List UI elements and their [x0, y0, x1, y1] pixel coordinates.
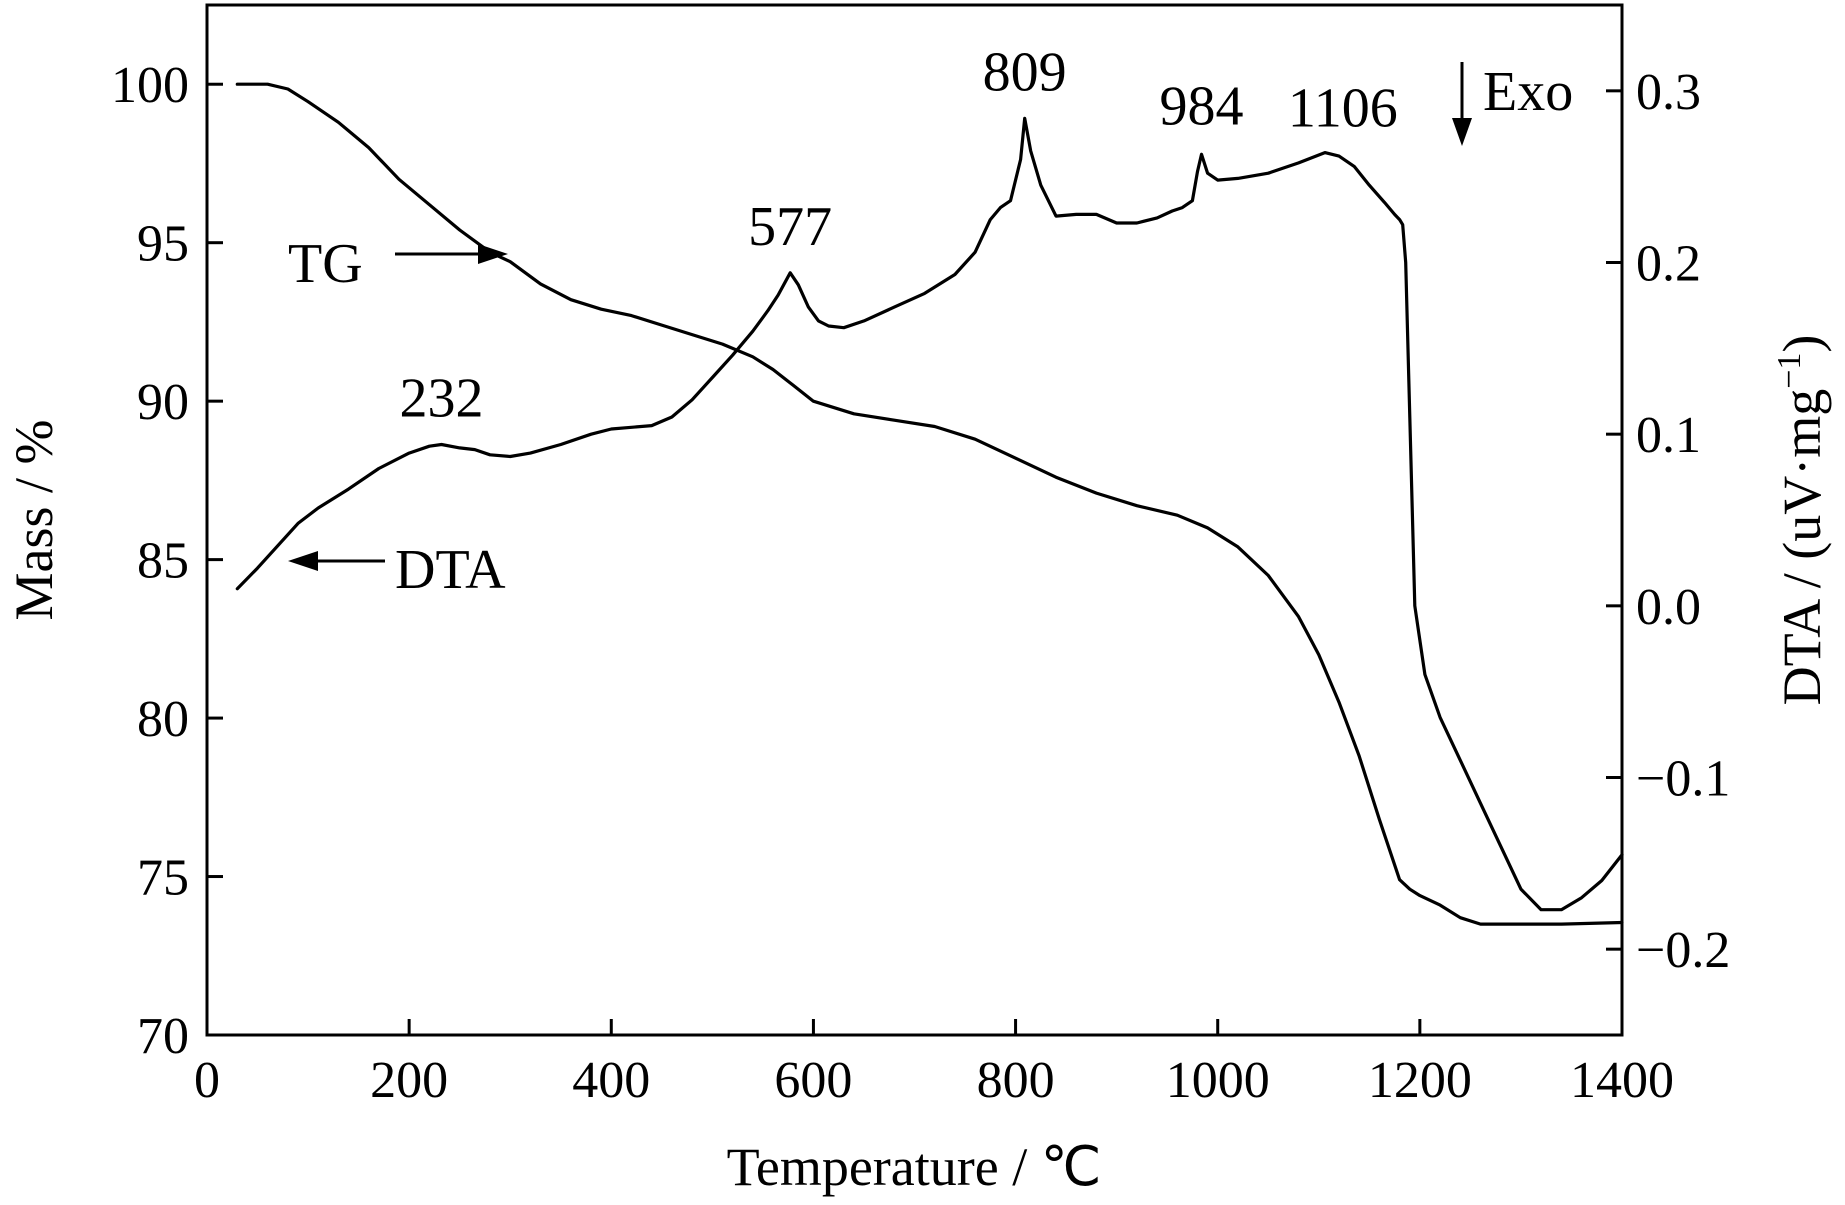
- y-right-tick-label: 0.3: [1636, 64, 1701, 121]
- peak-label-1106: 1106: [1288, 78, 1398, 140]
- tg-curve: [235, 82, 1624, 926]
- y-left-tick-label: 90: [137, 374, 189, 431]
- y-right-tick-label: 0.1: [1636, 407, 1701, 464]
- x-tick-label: 600: [774, 1052, 852, 1109]
- peak-label-232: 232: [399, 367, 483, 429]
- y-left-tick-label: 95: [137, 216, 189, 273]
- dta-arrow: [288, 551, 385, 571]
- y-right-axis-title: DTA / (uV·mg−1): [1771, 335, 1832, 706]
- peak-labels: 232 577 809 984 1106: [399, 41, 1397, 429]
- x-tick-label: 400: [572, 1052, 650, 1109]
- x-tick-label: 0: [194, 1052, 220, 1109]
- peak-label-577: 577: [748, 196, 832, 258]
- y-right-tick-label: −0.2: [1636, 922, 1730, 979]
- dta-curve-label: DTA: [395, 539, 506, 601]
- exo-label: Exo: [1483, 61, 1573, 123]
- y-left-axis-ticks: 70 75 80 85 90 95 100: [111, 57, 223, 1065]
- x-tick-label: 1200: [1368, 1052, 1472, 1109]
- y-right-axis-ticks: −0.2 −0.1 0.0 0.1 0.2 0.3: [1606, 64, 1730, 979]
- y-left-axis-title: Mass / %: [4, 420, 64, 621]
- peak-label-809: 809: [983, 41, 1067, 103]
- exo-arrow: [1452, 62, 1472, 146]
- x-tick-label: 200: [370, 1052, 448, 1109]
- y-left-tick-label: 70: [137, 1008, 189, 1065]
- x-tick-label: 1000: [1166, 1052, 1270, 1109]
- tg-curve-label: TG: [288, 233, 363, 295]
- tg-arrow: [395, 244, 508, 264]
- x-axis-title: Temperature / ℃: [727, 1137, 1102, 1197]
- y-left-tick-label: 85: [137, 533, 189, 590]
- x-tick-label: 800: [977, 1052, 1055, 1109]
- y-left-tick-label: 100: [111, 57, 189, 114]
- peak-label-984: 984: [1160, 75, 1244, 137]
- y-right-tick-label: 0.0: [1636, 579, 1701, 636]
- dta-curve: [235, 116, 1624, 912]
- y-left-tick-label: 80: [137, 691, 189, 748]
- y-right-tick-label: 0.2: [1636, 236, 1701, 293]
- x-axis-ticks: 0 200 400 600 800 1000 1200 1400: [194, 1019, 1674, 1109]
- x-tick-label: 1400: [1570, 1052, 1674, 1109]
- y-left-tick-label: 75: [137, 850, 189, 907]
- plot-frame: [205, 3, 1624, 1037]
- y-right-tick-label: −0.1: [1636, 751, 1730, 808]
